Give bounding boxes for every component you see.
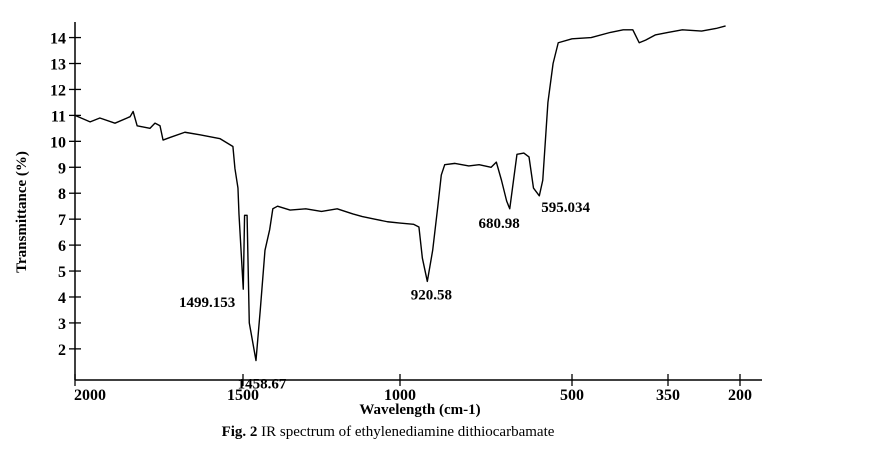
caption-text: IR spectrum of ethylenediamine dithiocar… <box>261 424 555 440</box>
x-tick-label: 500 <box>560 387 584 404</box>
x-axis-label: Wavelength (cm-1) <box>359 402 480 418</box>
x-tick-label: 2000 <box>74 387 106 404</box>
spectrum-line <box>74 25 726 362</box>
peak-label: 920.58 <box>411 287 452 303</box>
x-tick-label: 350 <box>656 387 680 404</box>
peak-label: 1458.67 <box>238 377 287 393</box>
y-tick-label: 6 <box>58 238 66 255</box>
x-tick-label: 200 <box>728 387 752 404</box>
y-tick-label: 12 <box>50 82 66 99</box>
peak-label: 1499.153 <box>179 295 235 311</box>
y-tick-label: 3 <box>58 316 66 333</box>
peak-label: 595.034 <box>541 200 590 216</box>
y-tick-label: 2 <box>58 342 66 359</box>
y-axis-label: Transmittance (%) <box>14 151 30 273</box>
y-tick-label: 14 <box>50 31 66 48</box>
y-tick-label: 13 <box>50 57 66 74</box>
y-tick-label: 11 <box>51 108 66 125</box>
y-tick-label: 10 <box>50 134 66 151</box>
y-tick-label: 9 <box>58 160 66 177</box>
x-tick-label: 1500 <box>227 387 259 404</box>
y-tick-label: 7 <box>58 212 66 229</box>
y-tick-label: 4 <box>58 290 66 307</box>
x-tick-label: 1000 <box>384 387 416 404</box>
peak-label: 680.98 <box>478 216 519 232</box>
y-tick-label: 8 <box>58 186 66 203</box>
caption: Fig. 2 IR spectrum of ethylenediamine di… <box>222 424 555 440</box>
caption-label: Fig. 2 <box>222 424 258 440</box>
y-tick-label: 5 <box>58 264 66 281</box>
